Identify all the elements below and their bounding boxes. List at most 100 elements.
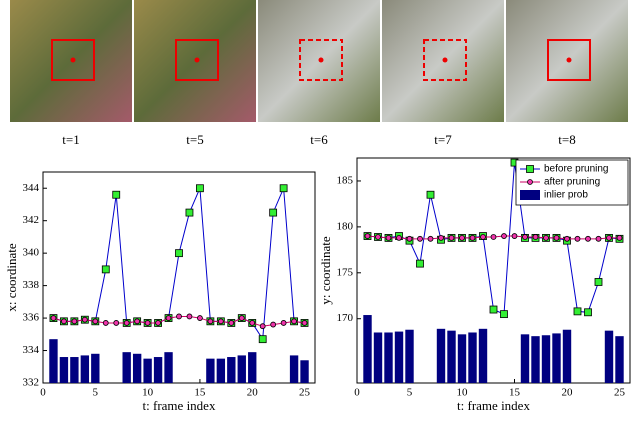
plot-frame [42, 171, 316, 384]
marker [532, 234, 539, 240]
marker [417, 235, 423, 242]
marker [217, 318, 224, 325]
marker [553, 234, 560, 241]
marker [574, 235, 581, 242]
frame-label: t=5 [186, 132, 203, 147]
marker [573, 307, 582, 316]
x-tick-label: 5 [407, 387, 413, 399]
marker [543, 234, 549, 241]
bar [70, 357, 79, 383]
marker [61, 318, 67, 325]
track-point [566, 57, 572, 63]
bar [153, 357, 163, 383]
tracking-box [175, 39, 219, 81]
bar [604, 330, 614, 383]
track-point [70, 57, 76, 63]
marker [406, 235, 413, 242]
marker [469, 234, 476, 241]
bar [405, 329, 414, 383]
marker [185, 208, 194, 217]
x-tick-label: 0 [354, 387, 360, 399]
marker [123, 320, 130, 326]
legend-label: inlier prob [544, 190, 588, 201]
marker [259, 323, 266, 330]
legend-swatch [520, 190, 540, 200]
marker [249, 320, 256, 326]
bar [363, 315, 372, 383]
marker [385, 234, 392, 241]
y-tick-label: 342 [23, 214, 40, 226]
track-point [194, 57, 200, 63]
x-axis-label: t: frame index [457, 398, 530, 413]
marker [50, 315, 57, 321]
marker [489, 305, 498, 314]
bar [59, 357, 69, 383]
legend-label: before pruning [544, 164, 609, 175]
marker [427, 235, 434, 242]
marker [501, 233, 507, 239]
bar [478, 328, 488, 383]
marker [594, 278, 603, 286]
marker [197, 315, 203, 321]
bar [373, 332, 383, 383]
y-tick-label: 175 [337, 266, 354, 278]
marker [606, 234, 612, 241]
marker [228, 320, 235, 326]
marker [448, 234, 455, 241]
marker [490, 234, 497, 240]
bar [531, 336, 540, 383]
bar [468, 332, 477, 383]
marker [291, 318, 297, 325]
marker [155, 320, 161, 326]
marker [584, 308, 592, 317]
bar [394, 331, 404, 383]
marker [258, 335, 267, 344]
x-tick-label: 15 [509, 387, 521, 399]
marker [101, 265, 110, 274]
marker [585, 235, 591, 242]
marker [165, 315, 172, 321]
marker [375, 234, 381, 240]
bar [122, 352, 131, 383]
bar [227, 357, 236, 383]
x-tick-label: 20 [247, 387, 259, 399]
bar [289, 355, 299, 383]
bar [300, 360, 309, 383]
y-tick-label: 332 [23, 377, 40, 389]
marker [364, 233, 371, 239]
bar [164, 352, 173, 383]
bar [562, 329, 572, 383]
y-tick-label: 185 [337, 174, 354, 186]
marker [207, 318, 214, 325]
tracking-box [423, 39, 467, 81]
frame-label: t=1 [62, 132, 79, 147]
marker [564, 235, 570, 242]
marker [186, 313, 193, 320]
marker [616, 234, 623, 241]
marker [102, 320, 109, 326]
marker [500, 310, 508, 319]
bar [216, 358, 226, 383]
frame-label: t=7 [434, 132, 452, 147]
frame-label: t=8 [558, 132, 575, 147]
bar [457, 334, 467, 383]
track-point [318, 57, 324, 63]
x-axis-label: t: frame index [143, 398, 216, 413]
marker [175, 249, 183, 258]
legend-marker [527, 179, 533, 185]
tracking-box [51, 39, 95, 81]
bar [206, 358, 215, 383]
marker [238, 315, 245, 321]
y-tick-label: 340 [23, 247, 40, 259]
bar [143, 358, 152, 383]
track-point [442, 57, 448, 63]
bar [80, 355, 90, 383]
y-tick-label: 336 [23, 312, 40, 324]
legend-label: after pruning [544, 177, 600, 188]
marker [71, 318, 78, 325]
x-tick-label: 15 [194, 387, 206, 399]
marker [176, 313, 182, 320]
tracking-box [299, 39, 343, 81]
bar [384, 332, 393, 383]
